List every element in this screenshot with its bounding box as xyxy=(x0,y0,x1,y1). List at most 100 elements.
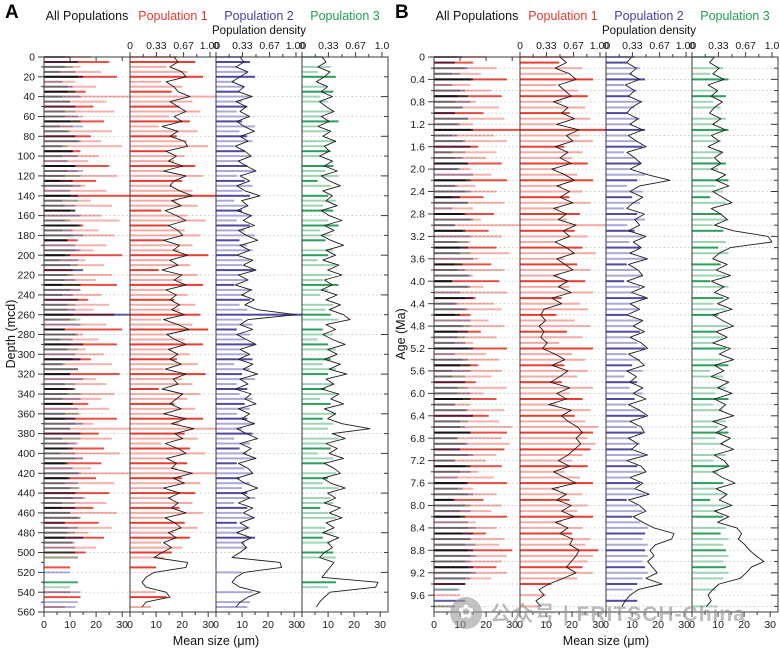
svg-text:1.00: 1.00 xyxy=(676,40,697,52)
legend-population-2: Population 2 xyxy=(224,9,294,23)
svg-text:20: 20 xyxy=(262,619,274,631)
svg-text:120: 120 xyxy=(17,171,35,183)
svg-text:30: 30 xyxy=(202,619,214,631)
svg-text:3.2: 3.2 xyxy=(410,231,425,243)
svg-text:10: 10 xyxy=(150,619,162,631)
svg-text:0.67: 0.67 xyxy=(563,40,584,52)
svg-text:320: 320 xyxy=(17,369,35,381)
svg-text:0.33: 0.33 xyxy=(708,40,729,52)
svg-text:0: 0 xyxy=(689,619,695,631)
panel-b: B All Populations Population 1 Populatio… xyxy=(390,0,780,652)
svg-text:20: 20 xyxy=(738,619,750,631)
svg-text:20: 20 xyxy=(348,619,360,631)
legend-population-2: Population 2 xyxy=(614,9,684,23)
svg-text:0.33: 0.33 xyxy=(232,40,253,52)
panel-a: A All Populations Population 1 Populatio… xyxy=(4,2,389,648)
axes: 0204060801001201401601802002202402602803… xyxy=(17,40,389,631)
population-density-axis-title: Population density xyxy=(212,25,306,37)
svg-text:0.8: 0.8 xyxy=(410,96,425,108)
svg-text:0.67: 0.67 xyxy=(173,40,194,52)
svg-text:30: 30 xyxy=(506,619,518,631)
svg-text:360: 360 xyxy=(17,408,35,420)
svg-text:100: 100 xyxy=(17,151,35,163)
svg-text:0: 0 xyxy=(127,619,133,631)
svg-text:1.0: 1.0 xyxy=(765,40,780,52)
svg-text:500: 500 xyxy=(17,547,35,559)
density-curves xyxy=(535,56,773,607)
svg-text:9.2: 9.2 xyxy=(410,567,425,579)
svg-text:10: 10 xyxy=(626,619,638,631)
mean-size-axis-title: Mean size (μm) xyxy=(172,634,260,648)
svg-text:0: 0 xyxy=(299,619,305,631)
svg-text:1.00: 1.00 xyxy=(200,40,221,52)
svg-text:30: 30 xyxy=(592,619,604,631)
svg-text:10: 10 xyxy=(540,619,552,631)
svg-text:160: 160 xyxy=(17,210,35,222)
svg-text:10: 10 xyxy=(712,619,724,631)
svg-text:0: 0 xyxy=(29,52,35,64)
mean-size-bars xyxy=(44,56,339,608)
svg-text:280: 280 xyxy=(17,329,35,341)
svg-text:40: 40 xyxy=(23,91,35,103)
density-curves xyxy=(141,56,379,608)
svg-text:60: 60 xyxy=(23,111,35,123)
svg-text:30: 30 xyxy=(374,619,386,631)
axes: 0 0.4 0.8 1.2 1.6 2.0 2.4 2.8 3.2 3.6 4.0 4.4 4.8 5.2… xyxy=(410,40,779,631)
svg-text:0.33: 0.33 xyxy=(318,40,339,52)
mean-size-bars xyxy=(434,56,729,608)
svg-text:0: 0 xyxy=(689,40,695,52)
legend-population-3: Population 3 xyxy=(700,9,770,23)
svg-text:0.67: 0.67 xyxy=(259,40,280,52)
svg-text:0: 0 xyxy=(603,40,609,52)
svg-text:10: 10 xyxy=(454,619,466,631)
svg-text:1.00: 1.00 xyxy=(286,40,307,52)
svg-text:5.6: 5.6 xyxy=(410,366,425,378)
svg-text:180: 180 xyxy=(17,230,35,242)
legend-population-1: Population 1 xyxy=(528,9,598,23)
svg-text:0: 0 xyxy=(517,619,523,631)
svg-text:8.8: 8.8 xyxy=(410,545,425,557)
svg-text:0: 0 xyxy=(299,40,305,52)
svg-text:2.8: 2.8 xyxy=(410,209,425,221)
svg-text:380: 380 xyxy=(17,428,35,440)
svg-text:240: 240 xyxy=(17,290,35,302)
svg-text:9.6: 9.6 xyxy=(410,590,425,602)
svg-text:20: 20 xyxy=(566,619,578,631)
svg-text:0.33: 0.33 xyxy=(536,40,557,52)
panel-a-plot: 0204060801001201401601802002202402602803… xyxy=(17,40,389,631)
legend-all-populations: All Populations xyxy=(45,9,129,23)
panel-a-letter: A xyxy=(5,2,19,23)
svg-text:220: 220 xyxy=(17,270,35,282)
svg-text:5.2: 5.2 xyxy=(410,343,425,355)
svg-text:20: 20 xyxy=(652,619,664,631)
svg-text:20: 20 xyxy=(23,71,35,83)
legend-population-1: Population 1 xyxy=(138,9,208,23)
svg-text:340: 340 xyxy=(17,389,35,401)
svg-text:540: 540 xyxy=(17,587,35,599)
svg-text:0.33: 0.33 xyxy=(146,40,167,52)
svg-text:8.4: 8.4 xyxy=(410,523,425,535)
svg-text:1.6: 1.6 xyxy=(410,141,425,153)
svg-text:7.6: 7.6 xyxy=(410,478,425,490)
svg-text:0.33: 0.33 xyxy=(622,40,643,52)
svg-text:6.8: 6.8 xyxy=(410,433,425,445)
svg-text:4.8: 4.8 xyxy=(410,321,425,333)
svg-text:0.4: 0.4 xyxy=(410,74,425,86)
svg-text:0: 0 xyxy=(213,40,219,52)
panel-b-plot: 0 0.4 0.8 1.2 1.6 2.0 2.4 2.8 3.2 3.6 4.0 4.4 4.8 5.2… xyxy=(410,40,779,631)
svg-text:0: 0 xyxy=(419,52,425,64)
svg-text:1.2: 1.2 xyxy=(410,119,425,131)
svg-text:0: 0 xyxy=(127,40,133,52)
svg-text:400: 400 xyxy=(17,448,35,460)
svg-text:2.4: 2.4 xyxy=(410,186,425,198)
svg-text:560: 560 xyxy=(17,607,35,619)
svg-text:30: 30 xyxy=(764,619,776,631)
svg-text:0: 0 xyxy=(431,619,437,631)
svg-text:1.0: 1.0 xyxy=(375,40,390,52)
svg-text:20: 20 xyxy=(480,619,492,631)
svg-text:3.6: 3.6 xyxy=(410,253,425,265)
svg-text:8.0: 8.0 xyxy=(410,500,425,512)
svg-text:200: 200 xyxy=(17,250,35,262)
mean-size-axis-title: Mean size (μm) xyxy=(562,634,650,648)
